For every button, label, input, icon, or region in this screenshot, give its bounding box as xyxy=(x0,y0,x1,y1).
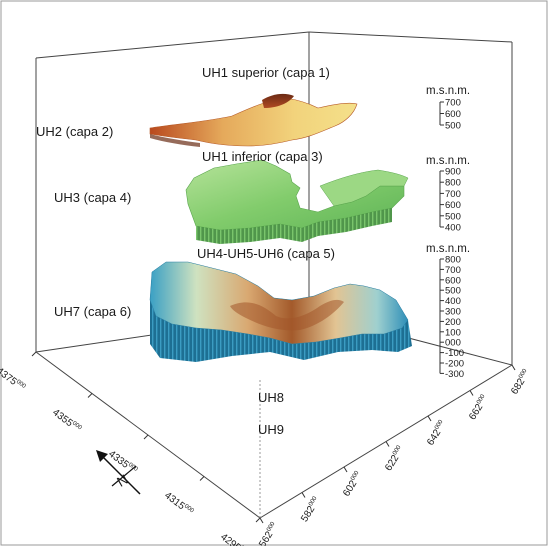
scale-tick-label: 500 xyxy=(445,286,461,297)
easting-tick-label: 602000 xyxy=(341,470,365,499)
scale-tick-label: 700 xyxy=(445,265,461,276)
box-top-left-edge xyxy=(35,31,310,59)
scale-tick-label: 300 xyxy=(445,307,461,318)
easting-tick-label: 622000 xyxy=(383,444,407,473)
north-arrow-line xyxy=(99,453,141,495)
north-arrow-tail xyxy=(111,465,137,487)
scale-tick-label: 500 xyxy=(445,211,461,222)
layer-uh4-uh5-uh6-surface xyxy=(149,261,412,362)
elevation-scale-3: m.s.n.m.800700600500400300200100000-100-… xyxy=(426,243,470,380)
scale-tick-label: 800 xyxy=(445,178,461,189)
scale-tick-label: 700 xyxy=(445,98,461,109)
easting-tick-mark xyxy=(301,492,306,498)
scale-tick-label: 500 xyxy=(445,121,461,132)
scale-tick-label: 800 xyxy=(445,255,461,266)
scale-tick-label: 000 xyxy=(445,338,461,349)
label-uh4-uh5-uh6: UH4-UH5-UH6 (capa 5) xyxy=(197,246,335,261)
northing-tick-mark xyxy=(255,517,261,523)
scale-tick-label: 600 xyxy=(445,109,461,120)
easting-tick-mark xyxy=(259,517,264,524)
easting-tick-mark xyxy=(469,390,474,396)
scale-tick-label: -200 xyxy=(445,359,464,370)
northing-tick-mark xyxy=(199,476,205,481)
label-uh1-superior: UH1 superior (capa 1) xyxy=(202,65,330,80)
box-top-right-edge xyxy=(308,31,513,43)
scale-tick-label: 700 xyxy=(445,189,461,200)
northing-tick-mark xyxy=(143,434,149,440)
scale-unit-label: m.s.n.m. xyxy=(426,85,470,97)
axis-easting: 562000 582000 602000 622000 642000 662000 6820… xyxy=(257,364,533,546)
easting-tick-label: 682000 xyxy=(509,368,533,397)
scale-tick-label: 900 xyxy=(445,167,461,178)
label-uh2: UH2 (capa 2) xyxy=(36,124,113,139)
label-uh1-inferior: UH1 inferior (capa 3) xyxy=(202,149,323,164)
easting-tick-mark xyxy=(385,441,390,447)
easting-tick-label: 582000 xyxy=(299,495,323,524)
scale-tick-label: 600 xyxy=(445,275,461,286)
scale-tick-label: -100 xyxy=(445,348,464,359)
easting-tick-mark xyxy=(343,466,348,473)
northing-tick-label: 4355000 xyxy=(50,407,83,436)
northing-tick-mark xyxy=(31,351,37,357)
label-uh3: UH3 (capa 4) xyxy=(54,190,131,205)
north-arrow-head xyxy=(96,450,108,462)
layer-uh3-surface xyxy=(185,159,409,244)
elevation-scales: m.s.n.m.700600500m.s.n.m.900800700600500… xyxy=(426,85,470,380)
easting-tick-label: 662000 xyxy=(467,393,491,422)
label-uh9: UH9 xyxy=(258,422,284,437)
northing-tick-label: 4375000 xyxy=(0,366,27,395)
north-arrow-label: N xyxy=(114,471,131,490)
scale-tick-label: 200 xyxy=(445,317,461,328)
easting-tick-label: 562000 xyxy=(257,521,281,546)
scale-tick-label: 400 xyxy=(445,296,461,307)
scale-unit-label: m.s.n.m. xyxy=(426,243,470,255)
easting-tick-label: 642000 xyxy=(425,419,449,448)
scale-tick-label: 400 xyxy=(445,223,461,234)
label-uh7: UH7 (capa 6) xyxy=(54,304,131,319)
scale-tick-label: 600 xyxy=(445,200,461,211)
northing-tick-mark xyxy=(87,393,93,398)
northing-tick-label: 4315000 xyxy=(162,490,195,519)
layer-uh1-superior-surface xyxy=(149,93,358,147)
easting-tick-mark xyxy=(511,364,516,371)
scale-tick-label: 100 xyxy=(445,327,461,338)
scale-unit-label: m.s.n.m. xyxy=(426,155,470,167)
axis-northing: 43750004355000433500043150004295000 xyxy=(0,351,261,546)
label-uh8: UH8 xyxy=(258,390,284,405)
northing-tick-label: 4295000 xyxy=(218,532,251,546)
easting-tick-mark xyxy=(427,415,432,422)
scale-tick-label: -300 xyxy=(445,369,464,380)
